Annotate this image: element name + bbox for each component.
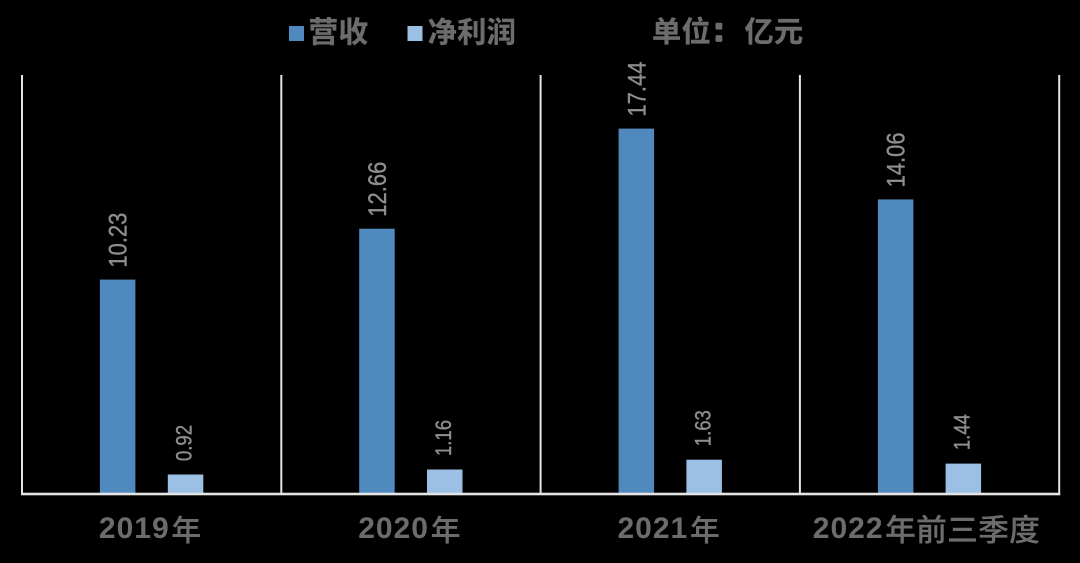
svg-text:1.63: 1.63 [690,410,715,446]
svg-text:2022: 2022 [813,512,884,545]
svg-text:14.06: 14.06 [883,132,911,187]
svg-text:17.44: 17.44 [623,62,651,117]
svg-text:10.23: 10.23 [105,213,133,268]
svg-text:1.16: 1.16 [431,420,456,456]
svg-text:0.92: 0.92 [172,425,197,461]
svg-text:12.66: 12.66 [364,162,392,217]
svg-text:1.44: 1.44 [950,414,975,450]
svg-text:2019: 2019 [99,512,170,545]
svg-text:2021: 2021 [618,512,689,545]
svg-text:2020: 2020 [358,512,429,545]
